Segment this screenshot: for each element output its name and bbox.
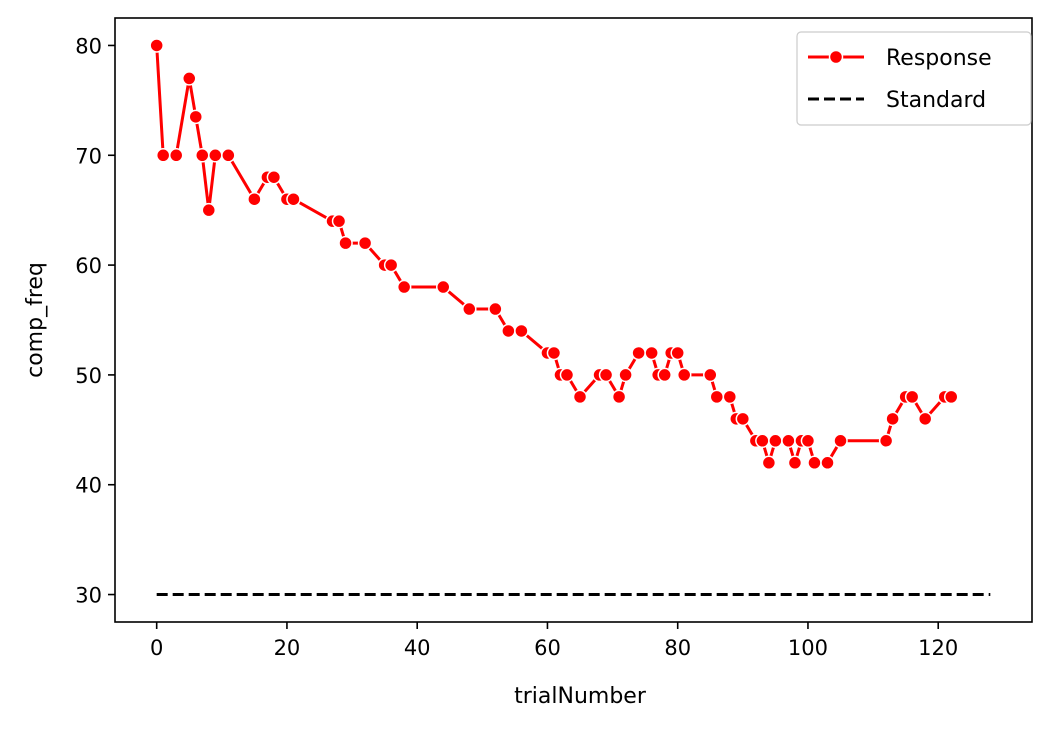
data-point: [435, 279, 451, 295]
data-point: [878, 433, 894, 449]
y-tick-label: 80: [75, 34, 102, 58]
x-tick-label: 60: [534, 636, 561, 660]
x-tick-label: 100: [788, 636, 828, 660]
y-tick-label: 60: [75, 254, 102, 278]
data-point: [735, 411, 751, 427]
data-point: [396, 279, 412, 295]
data-point: [181, 71, 197, 86]
data-point: [800, 433, 816, 449]
data-point: [201, 202, 217, 218]
plot-frame: [114, 17, 1033, 623]
y-tick-label: 70: [75, 144, 102, 168]
data-point: [266, 169, 282, 185]
x-tick-label: 80: [664, 636, 691, 660]
data-point: [755, 433, 770, 449]
data-point: [618, 367, 633, 383]
data-point: [943, 389, 959, 405]
data-point: [501, 323, 516, 339]
y-axis-label: comp_freq: [23, 262, 48, 378]
data-point: [572, 389, 588, 405]
legend-response-label: Response: [886, 46, 992, 71]
data-point: [670, 345, 685, 361]
y-axis: 30 40 50 60 70 80: [75, 34, 115, 608]
x-tick-label: 20: [274, 636, 301, 660]
y-tick-label: 40: [75, 474, 102, 498]
data-point: [598, 367, 614, 383]
data-point: [286, 191, 301, 207]
data-point: [208, 148, 223, 163]
x-axis: 0 20 40 60 80 100 120: [150, 622, 958, 660]
x-tick-label: 0: [150, 636, 163, 660]
data-point: [168, 148, 184, 163]
data-point: [917, 411, 933, 427]
data-point: [709, 389, 725, 405]
data-point: [357, 235, 373, 251]
data-point: [383, 257, 399, 273]
x-tick-label: 40: [404, 636, 431, 660]
data-point: [768, 433, 783, 449]
data-point: [195, 148, 210, 163]
data-point: [221, 148, 236, 163]
data-point: [559, 367, 575, 383]
data-point: [703, 367, 718, 383]
data-point: [611, 389, 627, 405]
data-point: [833, 433, 848, 449]
data-point: [149, 38, 164, 53]
data-point: [331, 213, 347, 229]
data-point: [781, 433, 796, 449]
y-tick-label: 50: [75, 364, 102, 388]
data-point: [787, 455, 803, 471]
data-point: [807, 455, 822, 471]
data-point: [657, 367, 672, 383]
x-axis-label: trialNumber: [514, 684, 647, 709]
data-point: [338, 235, 353, 251]
data-point: [155, 148, 171, 163]
data-point: [761, 455, 777, 471]
legend-box: [796, 31, 1032, 126]
data-point: [676, 367, 692, 383]
y-tick-label: 30: [75, 584, 102, 608]
data-point: [722, 389, 738, 405]
data-point: [188, 109, 204, 125]
data-point: [885, 411, 900, 427]
data-point: [546, 345, 562, 361]
data-point: [644, 345, 659, 361]
data-point: [462, 301, 477, 317]
data-point: [514, 323, 529, 339]
x-tick-label: 120: [918, 636, 958, 660]
legend-standard-label: Standard: [886, 88, 986, 113]
data-point: [247, 191, 262, 207]
data-point: [820, 455, 835, 471]
series-layer: [149, 38, 991, 597]
data-point: [904, 389, 920, 405]
legend-response-marker: [828, 49, 844, 65]
legend: Response Standard: [796, 31, 1032, 126]
data-point: [631, 345, 646, 361]
data-point: [488, 301, 503, 317]
